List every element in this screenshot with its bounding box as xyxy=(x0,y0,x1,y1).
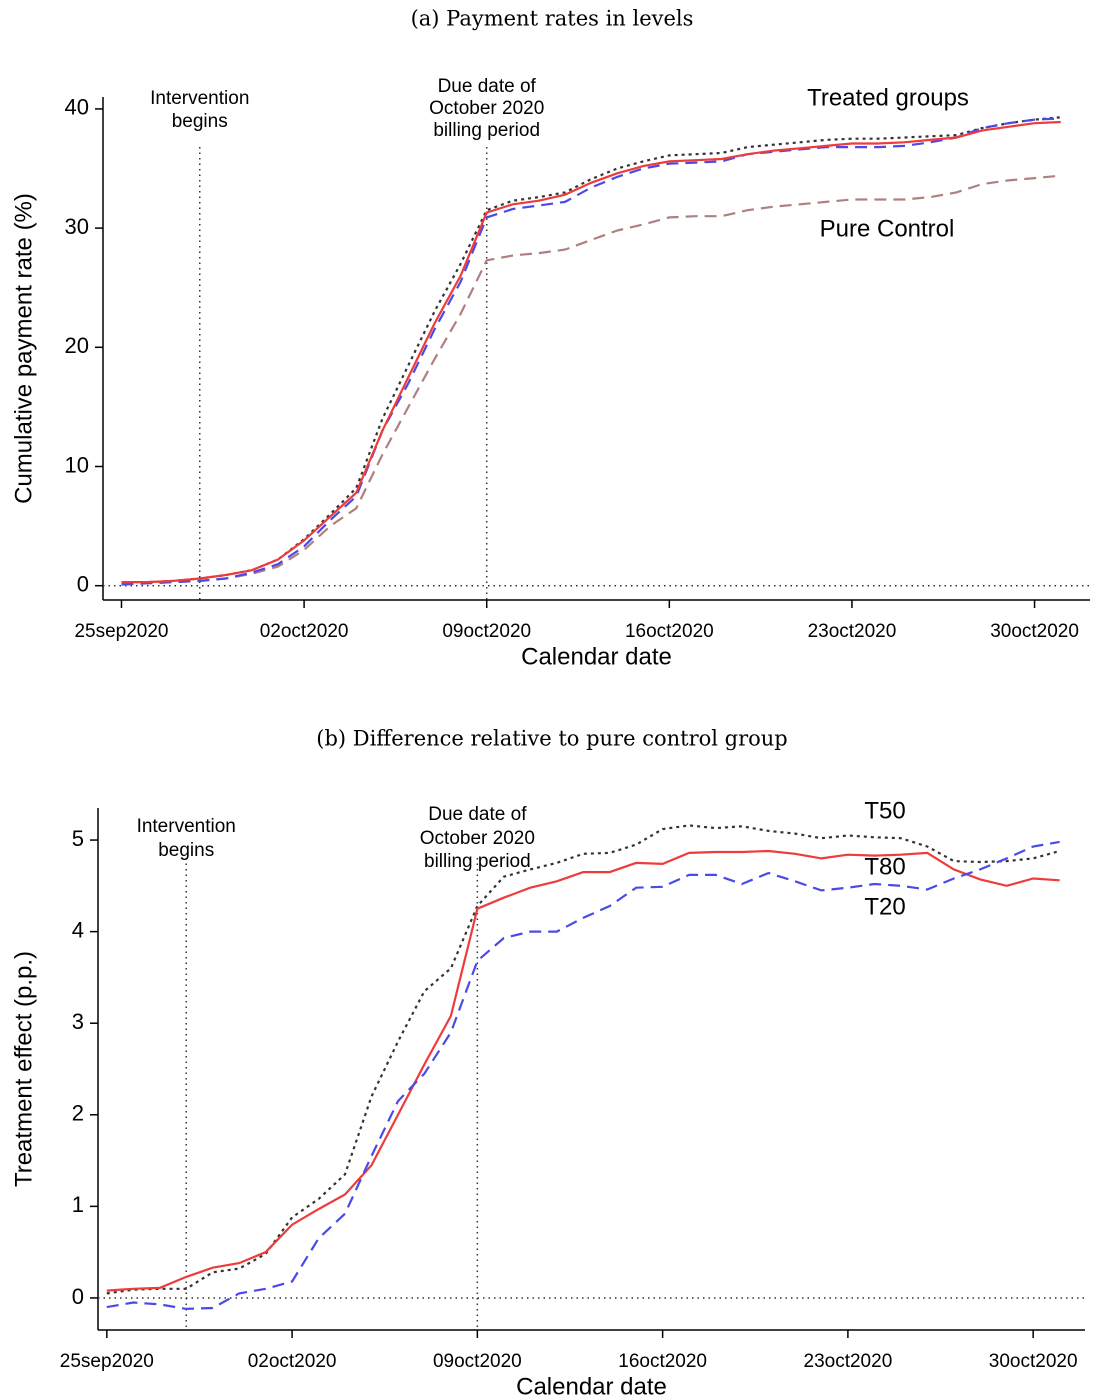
series-line xyxy=(106,824,1060,1295)
series-label: T50 xyxy=(864,797,905,824)
series-line xyxy=(121,117,1061,586)
x-tick-label: 16oct2020 xyxy=(625,621,714,642)
reference-label: begins xyxy=(158,840,214,861)
x-tick-label: 09oct2020 xyxy=(442,621,531,642)
series-line xyxy=(106,840,1060,1311)
x-tick-label: 30oct2020 xyxy=(989,1351,1078,1372)
series-label: T20 xyxy=(864,893,905,920)
y-tick-label: 4 xyxy=(72,917,84,942)
y-tick-label: 0 xyxy=(77,572,89,597)
x-axis-label: Calendar date xyxy=(521,643,672,670)
annotation: Treated groups xyxy=(807,84,969,111)
y-tick-label: 5 xyxy=(72,826,84,851)
reference-label: Due date of xyxy=(438,76,537,97)
y-tick-label: 20 xyxy=(65,333,89,358)
series-line xyxy=(106,849,1060,1292)
reference-label: Intervention xyxy=(150,88,249,109)
y-tick-label: 3 xyxy=(72,1009,84,1034)
x-tick-label: 30oct2020 xyxy=(990,621,1079,642)
annotation: Pure Control xyxy=(820,215,955,242)
x-tick-label: 02oct2020 xyxy=(260,621,349,642)
series-label: T80 xyxy=(864,853,905,880)
y-tick-label: 40 xyxy=(65,95,89,120)
series-line xyxy=(121,116,1061,584)
x-tick-label: 02oct2020 xyxy=(248,1351,337,1372)
series-line xyxy=(121,120,1061,584)
reference-label: billing period xyxy=(424,851,531,872)
x-tick-label: 25sep2020 xyxy=(74,621,168,642)
x-tick-label: 16oct2020 xyxy=(618,1351,707,1372)
panel-title: (a) Payment rates in levels xyxy=(411,7,694,31)
y-tick-label: 10 xyxy=(65,452,89,477)
y-tick-label: 0 xyxy=(72,1284,84,1309)
y-axis-label: Treatment effect (p.p.) xyxy=(10,951,37,1187)
panel-title: (b) Difference relative to pure control … xyxy=(316,727,788,751)
reference-label: begins xyxy=(172,111,228,132)
y-tick-label: 30 xyxy=(65,214,89,239)
reference-label: October 2020 xyxy=(420,828,535,849)
x-tick-label: 09oct2020 xyxy=(433,1351,522,1372)
reference-label: billing period xyxy=(433,120,540,141)
y-axis-label: Cumulative payment rate (%) xyxy=(10,193,37,504)
series-line xyxy=(121,174,1061,586)
y-tick-label: 1 xyxy=(72,1192,84,1217)
x-tick-label: 23oct2020 xyxy=(808,621,897,642)
x-tick-label: 25sep2020 xyxy=(60,1351,154,1372)
x-axis-label: Calendar date xyxy=(516,1373,667,1395)
y-tick-label: 2 xyxy=(72,1101,84,1126)
x-tick-label: 23oct2020 xyxy=(804,1351,893,1372)
reference-label: Due date of xyxy=(428,804,527,825)
reference-label: Intervention xyxy=(137,816,236,837)
reference-label: October 2020 xyxy=(429,98,544,119)
